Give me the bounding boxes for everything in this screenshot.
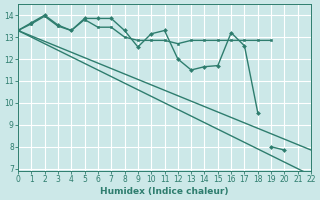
X-axis label: Humidex (Indice chaleur): Humidex (Indice chaleur) [100,187,229,196]
